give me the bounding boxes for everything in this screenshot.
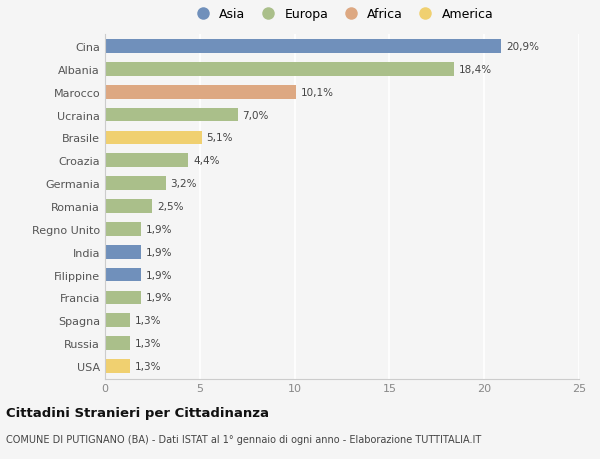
Text: 1,9%: 1,9%	[146, 247, 172, 257]
Bar	[105, 154, 188, 168]
Bar	[105, 313, 130, 327]
Legend: Asia, Europa, Africa, America: Asia, Europa, Africa, America	[191, 8, 493, 21]
Text: 1,9%: 1,9%	[146, 270, 172, 280]
Text: 1,9%: 1,9%	[146, 224, 172, 235]
Text: 1,9%: 1,9%	[146, 293, 172, 303]
Text: COMUNE DI PUTIGNANO (BA) - Dati ISTAT al 1° gennaio di ogni anno - Elaborazione : COMUNE DI PUTIGNANO (BA) - Dati ISTAT al…	[6, 434, 481, 444]
Text: 1,3%: 1,3%	[134, 361, 161, 371]
Bar	[105, 223, 141, 236]
Text: 4,4%: 4,4%	[193, 156, 220, 166]
Text: 18,4%: 18,4%	[458, 65, 492, 75]
Bar	[105, 268, 141, 282]
Bar	[105, 131, 202, 145]
Bar	[105, 200, 152, 213]
Bar	[105, 336, 130, 350]
Bar	[105, 291, 141, 305]
Bar	[105, 40, 501, 54]
Bar	[105, 86, 296, 100]
Text: 10,1%: 10,1%	[301, 88, 334, 98]
Text: 3,2%: 3,2%	[170, 179, 197, 189]
Text: 1,3%: 1,3%	[134, 315, 161, 325]
Text: 1,3%: 1,3%	[134, 338, 161, 348]
Text: 7,0%: 7,0%	[242, 110, 269, 120]
Text: 20,9%: 20,9%	[506, 42, 539, 52]
Text: 2,5%: 2,5%	[157, 202, 184, 212]
Bar	[105, 177, 166, 190]
Text: Cittadini Stranieri per Cittadinanza: Cittadini Stranieri per Cittadinanza	[6, 406, 269, 419]
Text: 5,1%: 5,1%	[206, 133, 233, 143]
Bar	[105, 359, 130, 373]
Bar	[105, 245, 141, 259]
Bar	[105, 63, 454, 77]
Bar	[105, 108, 238, 122]
